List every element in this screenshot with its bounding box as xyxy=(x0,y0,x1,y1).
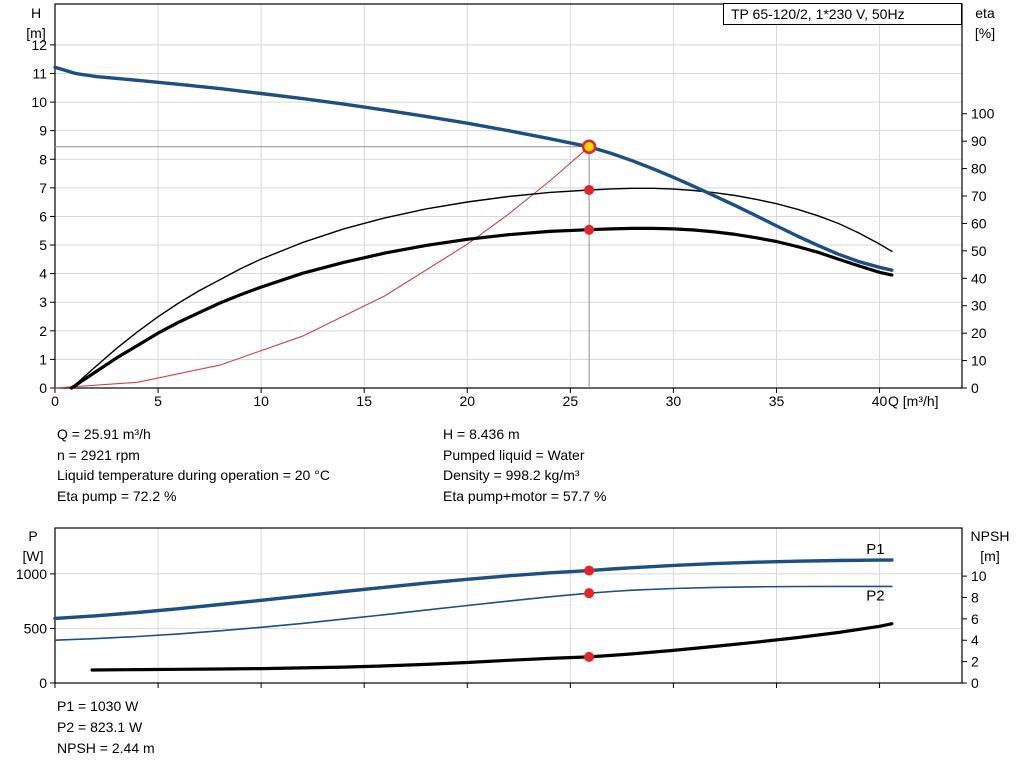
liquid-temperature-value: Liquid temperature during operation = 20… xyxy=(57,467,330,484)
y-right-tick-label: 0 xyxy=(971,675,979,691)
y-right-axis-title: eta xyxy=(975,5,995,21)
y-left-tick-label: 0 xyxy=(39,675,47,691)
system-curve xyxy=(54,146,590,389)
density-value: Density = 998.2 kg/m³ xyxy=(443,467,580,484)
y-right-tick-label: 2 xyxy=(971,654,979,670)
x-tick-label: 40 xyxy=(872,393,888,409)
y-left-axis-title: H xyxy=(31,5,41,21)
y-left-tick-label: 9 xyxy=(39,123,47,139)
y-left-tick-label: 2 xyxy=(39,323,47,339)
y-right-axis-title: [m] xyxy=(980,548,999,564)
duty-point xyxy=(581,139,597,155)
y-right-tick-label: 80 xyxy=(971,161,987,177)
y-left-tick-label: 10 xyxy=(31,94,47,110)
flow-value: Q = 25.91 m³/h xyxy=(57,426,151,442)
y-right-tick-label: 20 xyxy=(971,325,987,341)
y-right-tick-label: 40 xyxy=(971,270,987,286)
y-left-tick-label: 1000 xyxy=(16,566,47,582)
p2-value: P2 = 823.1 W xyxy=(57,719,143,735)
power-npsh-chart: 0 500 1000 0 2 4 6 8 10 P1 P2 P [W] NPSH [m] xyxy=(16,527,1010,691)
y-right-tick-label: 30 xyxy=(971,298,987,314)
duty-point-eta-pump-motor xyxy=(584,224,595,235)
x-tick-label: 10 xyxy=(253,393,269,409)
y-left-axis-title: [m] xyxy=(26,25,45,41)
eta-pump-value: Eta pump = 72.2 % xyxy=(57,488,177,505)
power-info: P1 = 1030 W P2 = 823.1 W NPSH = 2.44 m xyxy=(57,696,155,759)
y-left-tick-label: 8 xyxy=(39,151,47,167)
npsh-value: NPSH = 2.44 m xyxy=(57,740,155,756)
y-right-axis-title: NPSH xyxy=(971,528,1010,544)
duty-point-p2 xyxy=(584,588,595,599)
y-right-tick-label: 8 xyxy=(971,589,979,605)
duty-info-left: Q = 25.91 m³/h n = 2921 rpm Liquid tempe… xyxy=(57,424,330,507)
y-right-tick-label: 70 xyxy=(971,188,987,204)
y-right-tick-label: 90 xyxy=(971,133,987,149)
eta-pump-motor-value: Eta pump+motor = 57.7 % xyxy=(443,488,607,505)
p2-curve xyxy=(54,585,893,641)
y-left-axis-title: [W] xyxy=(23,548,44,564)
y-left-tick-label: 7 xyxy=(39,180,47,196)
head-curve xyxy=(53,65,894,272)
y-left-tick-label: 0 xyxy=(39,380,47,396)
p1-value: P1 = 1030 W xyxy=(57,698,139,714)
y-left-tick-label: 1 xyxy=(39,351,47,367)
y-left-tick-label: 11 xyxy=(32,65,47,81)
eta-pump-curve xyxy=(70,187,893,389)
qh-eta-chart: 0 5 10 15 20 25 30 35 40012345678910111201020304… xyxy=(26,3,995,409)
x-tick-label: 20 xyxy=(459,393,475,409)
y-right-tick-label: 4 xyxy=(971,632,979,648)
p2-curve-label: P2 xyxy=(866,588,884,605)
y-right-tick-label: 100 xyxy=(971,106,995,122)
npsh-curve xyxy=(90,622,894,672)
head-value: H = 8.436 m xyxy=(443,426,520,442)
y-left-tick-label: 6 xyxy=(39,208,47,224)
x-tick-label: 0 xyxy=(51,393,59,409)
x-tick-label: 30 xyxy=(666,393,682,409)
y-left-axis-title: P xyxy=(28,528,37,544)
duty-point-npsh xyxy=(584,651,595,662)
pumped-liquid-value: Pumped liquid = Water xyxy=(443,446,585,463)
x-axis-title: Q [m³/h] xyxy=(888,393,939,409)
p1-curve xyxy=(53,558,894,621)
x-tick-label: 25 xyxy=(563,393,579,409)
y-left-tick-label: 4 xyxy=(39,266,47,282)
duty-info-right: H = 8.436 m Pumped liquid = Water Densit… xyxy=(443,424,606,507)
y-left-tick-label: 5 xyxy=(39,237,47,253)
speed-value: n = 2921 rpm xyxy=(57,446,140,463)
pump-type-label: TP 65-120/2, 1*230 V, 50Hz xyxy=(723,3,962,25)
y-left-tick-label: 500 xyxy=(24,620,48,636)
p1-curve-label: P1 xyxy=(866,541,884,558)
y-left-tick-label: 3 xyxy=(39,294,47,310)
eta-pump-motor-curve xyxy=(69,226,894,390)
x-tick-label: 35 xyxy=(769,393,785,409)
x-tick-label: 15 xyxy=(356,393,372,409)
x-tick-label: 5 xyxy=(154,393,162,409)
y-right-tick-label: 60 xyxy=(971,215,987,231)
y-right-tick-label: 10 xyxy=(971,353,987,369)
y-left-tick-label: 12 xyxy=(31,37,47,53)
y-right-tick-label: 50 xyxy=(971,243,987,259)
y-right-tick-label: 10 xyxy=(971,568,987,584)
y-right-tick-label: 6 xyxy=(971,611,979,627)
plot-border xyxy=(54,527,963,684)
duty-point-p1 xyxy=(584,565,595,576)
y-right-tick-label: 0 xyxy=(971,380,979,396)
y-right-axis-title: [%] xyxy=(975,25,995,41)
duty-point-eta-pump xyxy=(584,184,595,195)
